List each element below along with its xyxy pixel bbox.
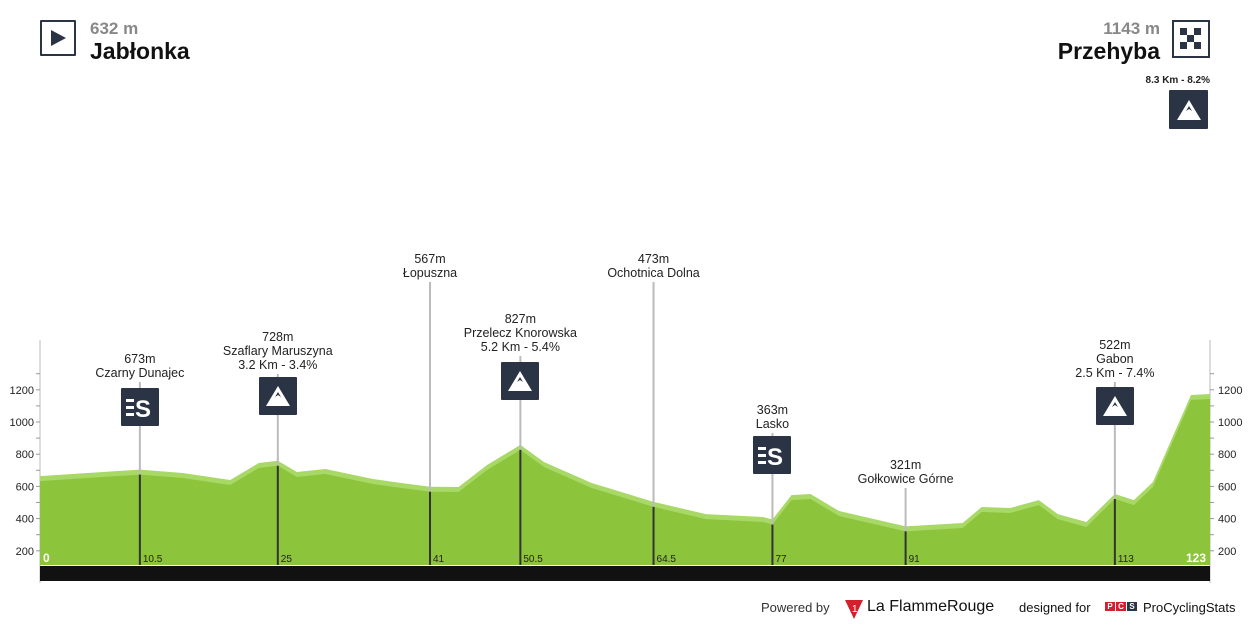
y-tick-label-left: 1000: [10, 417, 34, 429]
x-tick-label: 64.5: [657, 554, 677, 565]
marker-label: 567m Łopuszna: [403, 252, 457, 280]
marker-elevation: 567m: [414, 252, 446, 266]
procyclingstats-brand: ProCyclingStats: [1143, 600, 1236, 615]
x-tick-label: 10.5: [143, 554, 163, 565]
marker-label: 728m Szaflary Maruszyna 3.2 Km - 3.4%: [223, 330, 333, 372]
x-tick-label: 113: [1118, 554, 1134, 565]
marker-label: 673m Czarny Dunajec: [95, 352, 184, 380]
marker-elevation: 827m: [504, 312, 536, 326]
marker-label: 827m Przelecz Knorowska 5.2 Km - 5.4%: [464, 312, 577, 354]
marker-label: 363m Lasko: [756, 403, 789, 431]
marker-name: Łopuszna: [402, 266, 458, 280]
x-tick-label: 25: [281, 554, 293, 565]
y-tick-label-right: 400: [1218, 514, 1236, 526]
y-tick-label-left: 200: [16, 546, 34, 558]
marker-detail: 3.2 Km - 3.4%: [238, 358, 318, 372]
sprint-icon: S: [120, 388, 159, 426]
marker-name: Lasko: [755, 417, 790, 431]
x-tick-label: 77: [775, 554, 787, 565]
y-tick-label-right: 600: [1218, 481, 1236, 493]
x-tick-label: 41: [433, 554, 445, 565]
marker-detail: 2.5 Km - 7.4%: [1075, 366, 1155, 380]
mountain-icon: [501, 362, 540, 400]
marker-elevation: 728m: [262, 330, 294, 344]
checkered-flag-icon: [1172, 20, 1210, 58]
marker-name: Czarny Dunajec: [95, 366, 185, 380]
flamme-rouge-logo: 1: [845, 598, 863, 625]
mountain-icon: [1169, 90, 1208, 129]
flamme-rouge-brand: La FlammeRouge: [867, 598, 995, 615]
marker-elevation: 473m: [637, 252, 670, 266]
y-tick-label-left: 400: [16, 514, 34, 526]
start-play-icon: [40, 20, 76, 56]
marker-label: 473m Ochotnica Dolna: [607, 252, 699, 280]
powered-by-text: Powered by: [761, 600, 830, 615]
y-tick-label-right: 1000: [1218, 417, 1242, 429]
marker-elevation: 673m: [124, 352, 156, 366]
finish-elevation: 1143 m: [1103, 19, 1160, 38]
marker-name: Ochotnica Dolna: [607, 266, 700, 280]
y-tick-label-left: 800: [16, 449, 34, 461]
y-tick-label-left: 1200: [10, 385, 34, 397]
x-tick-label: 123: [1186, 551, 1206, 565]
svg-text:1: 1: [852, 604, 858, 615]
x-tick-label: 0: [43, 551, 50, 565]
marker-name: Gołkowice Górne: [857, 472, 954, 486]
marker-name: Przelecz Knorowska: [463, 326, 577, 340]
marker-elevation: 321m: [889, 458, 922, 472]
svg-text:S: S: [135, 396, 151, 419]
start-elevation: 632 m: [90, 19, 139, 38]
designed-for-text: designed for: [1019, 600, 1091, 615]
y-tick-label-left: 600: [16, 481, 34, 493]
y-tick-label-right: 200: [1218, 546, 1236, 558]
mountain-icon: [258, 377, 297, 415]
x-tick-label: 50.5: [523, 554, 543, 565]
marker-label: 321m Gołkowice Górne: [858, 458, 954, 486]
finish-climb-info: 8.3 Km - 8.2%: [1145, 75, 1210, 86]
start-town: Jabłonka: [90, 38, 190, 64]
marker-name: Gabon: [1096, 352, 1134, 366]
svg-text:S: S: [767, 444, 783, 467]
marker-name: Szaflary Maruszyna: [222, 344, 333, 358]
marker-detail: 5.2 Km - 5.4%: [480, 340, 560, 354]
marker-elevation: 522m: [1099, 338, 1131, 352]
elevation-profile: [40, 398, 1210, 565]
marker-elevation: 363m: [756, 403, 789, 417]
x-tick-label: 91: [909, 554, 921, 565]
finish-town: Przehyba: [1057, 38, 1160, 64]
y-tick-label-right: 1200: [1218, 385, 1242, 397]
base-bar: [40, 566, 1210, 581]
y-tick-label-right: 800: [1218, 449, 1236, 461]
mountain-icon: [1095, 387, 1134, 425]
marker-label: 522m Gabon 2.5 Km - 7.4%: [1075, 338, 1154, 380]
sprint-icon: S: [753, 436, 792, 474]
pcs-logo: P C S: [1105, 602, 1137, 611]
